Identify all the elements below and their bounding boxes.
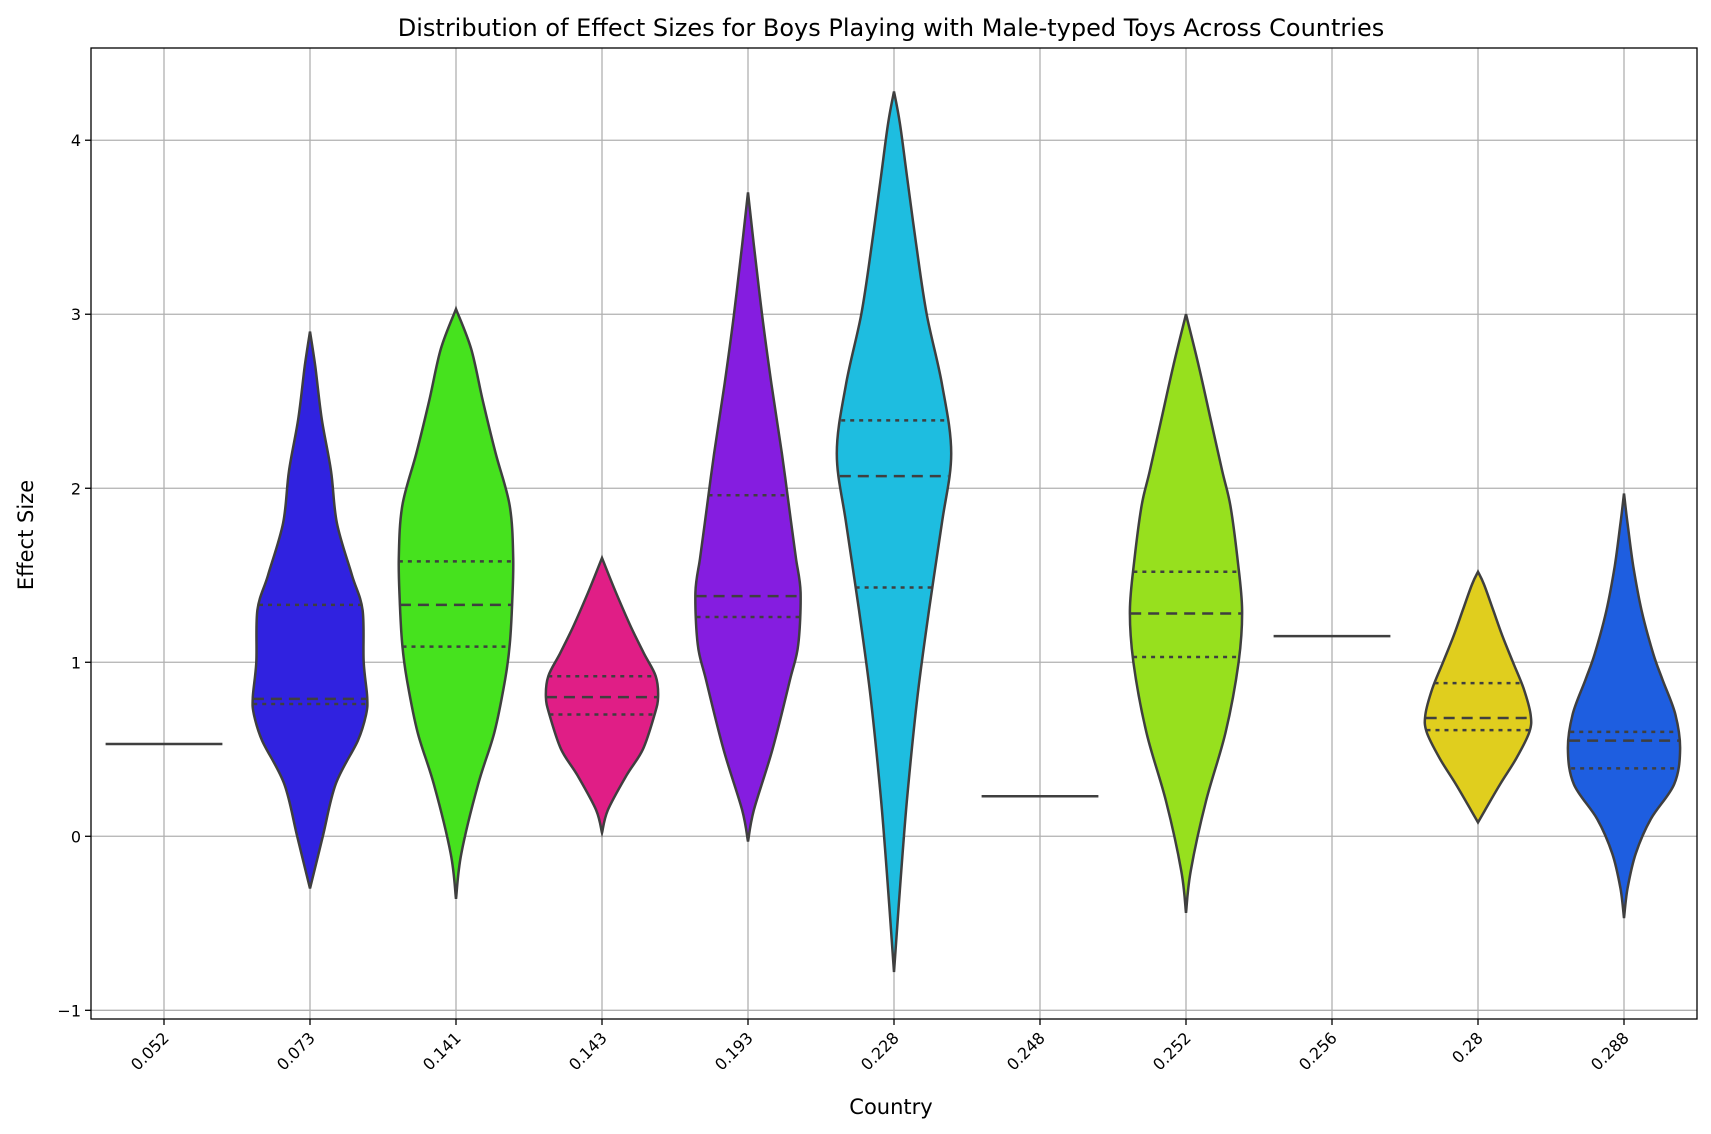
violin-0.28 <box>1423 569 1533 825</box>
x-tick-label: 0.193 <box>711 1028 757 1074</box>
violin-body <box>1566 493 1682 919</box>
violin-0.073 <box>251 331 369 889</box>
x-tick-label: 0.141 <box>419 1028 465 1074</box>
x-axis-label: Country <box>849 1095 932 1119</box>
x-tick-label: 0.228 <box>857 1028 903 1074</box>
x-tick-label: 0.073 <box>273 1028 319 1074</box>
x-tick-label: 0.288 <box>1587 1028 1633 1074</box>
violin-body <box>835 91 953 973</box>
y-tick-label: 2 <box>71 479 81 498</box>
y-tick-label: 3 <box>71 305 81 324</box>
x-tick-label: 0.28 <box>1448 1028 1487 1067</box>
x-tick-label: 0.052 <box>127 1028 173 1074</box>
x-tick-label: 0.252 <box>1149 1028 1195 1074</box>
x-tick-label: 0.256 <box>1295 1028 1341 1074</box>
violin-body <box>694 192 802 842</box>
violin-0.143 <box>544 554 660 838</box>
violin-0.252 <box>1128 313 1244 914</box>
violin-body <box>251 331 369 889</box>
y-tick-label: 0 <box>71 827 81 846</box>
y-tick-label: 1 <box>71 653 81 672</box>
y-tick-label: 4 <box>71 131 81 150</box>
x-tick-label: 0.248 <box>1003 1028 1049 1074</box>
violin-body <box>544 554 660 838</box>
y-tick-label: −1 <box>57 1001 81 1020</box>
y-axis-label: Effect Size <box>14 480 38 590</box>
violin-series <box>105 91 1682 973</box>
violin-0.288 <box>1566 493 1682 919</box>
violin-body <box>1423 569 1533 825</box>
violin-0.141 <box>397 305 515 900</box>
violin-0.193 <box>694 192 802 842</box>
violin-0.228 <box>835 91 953 973</box>
x-tick-label: 0.143 <box>565 1028 611 1074</box>
chart-title: Distribution of Effect Sizes for Boys Pl… <box>398 14 1384 42</box>
